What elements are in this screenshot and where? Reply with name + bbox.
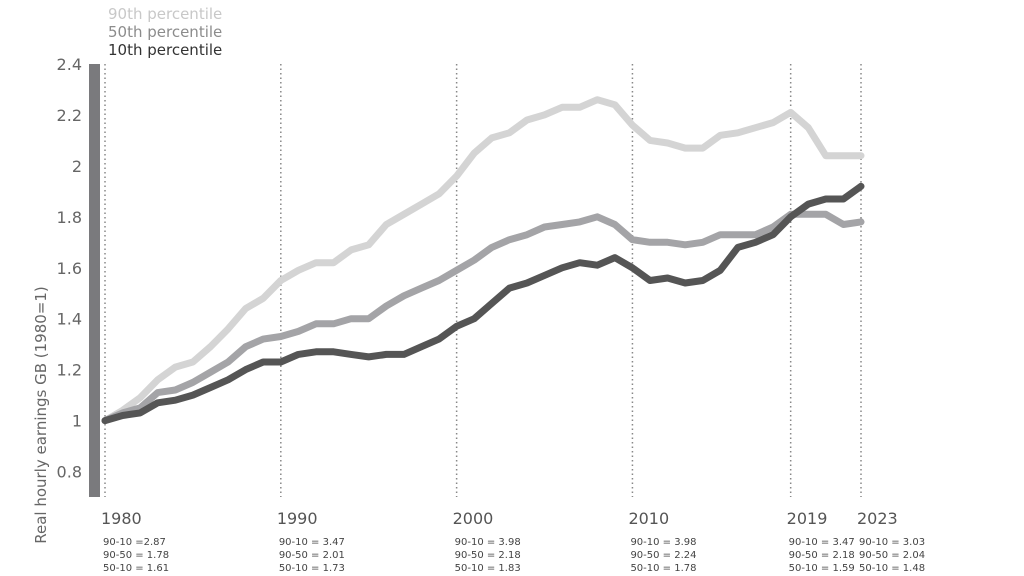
ratio-annotation-2000: 50-10 = 1.83 xyxy=(455,563,521,574)
legend-item-10th: 10th percentile xyxy=(108,41,223,59)
y-tick-label: 2 xyxy=(72,157,82,176)
y-tick-label: 0.8 xyxy=(57,463,82,482)
x-tick-label-2019: 2019 xyxy=(787,509,828,528)
ratio-annotation-2019: 50-10 = 1.59 xyxy=(789,563,855,574)
x-tick-label-2000: 2000 xyxy=(453,509,494,528)
ratio-annotation-1980: 50-10 = 1.61 xyxy=(103,563,169,574)
ratio-annotation-2010: 90-50 = 2.24 xyxy=(630,550,696,561)
y-tick-label: 1.8 xyxy=(57,208,82,227)
y-tick-label: 1 xyxy=(72,412,82,431)
x-tick-label-2010: 2010 xyxy=(628,509,669,528)
y-tick-label: 2.2 xyxy=(57,106,82,125)
ratio-annotation-2023: 90-10 = 3.03 xyxy=(859,537,925,548)
y-tick-label: 1.4 xyxy=(57,310,82,329)
legend-item-90th: 90th percentile xyxy=(108,5,223,23)
x-tick-label-1990: 1990 xyxy=(277,509,318,528)
ratio-annotation-2000: 90-50 = 2.18 xyxy=(455,550,521,561)
ratio-annotation-2000: 90-10 = 3.98 xyxy=(455,537,521,548)
legend-item-50th: 50th percentile xyxy=(108,23,223,41)
ratio-annotation-1990: 90-50 = 2.01 xyxy=(279,550,345,561)
y-tick-label: 1.6 xyxy=(57,259,82,278)
y-tick-label: 1.2 xyxy=(57,361,82,380)
ratio-annotation-2019: 90-10 = 3.47 xyxy=(789,537,855,548)
series-line-50th xyxy=(101,210,865,425)
y-axis-bar xyxy=(89,64,100,497)
ratio-annotation-1990: 90-10 = 3.47 xyxy=(279,537,345,548)
x-tick-label-2023: 2023 xyxy=(857,509,898,528)
ratio-annotation-1980: 90-10 =2.87 xyxy=(103,537,166,548)
ratio-annotation-2023: 90-50 = 2.04 xyxy=(859,550,925,561)
ratio-annotation-2010: 50-10 = 1.78 xyxy=(630,563,696,574)
y-tick-label: 2.4 xyxy=(57,55,82,74)
ratio-annotation-2023: 50-10 = 1.48 xyxy=(859,563,925,574)
ratio-annotation-1980: 90-50 = 1.78 xyxy=(103,550,169,561)
ratio-annotation-2019: 90-50 = 2.18 xyxy=(789,550,855,561)
ratio-annotation-1990: 50-10 = 1.73 xyxy=(279,563,345,574)
ratio-annotation-2010: 90-10 = 3.98 xyxy=(630,537,696,548)
series-line-90th xyxy=(101,96,865,425)
series-line-10th xyxy=(101,182,865,425)
x-tick-label-1980: 1980 xyxy=(101,509,142,528)
